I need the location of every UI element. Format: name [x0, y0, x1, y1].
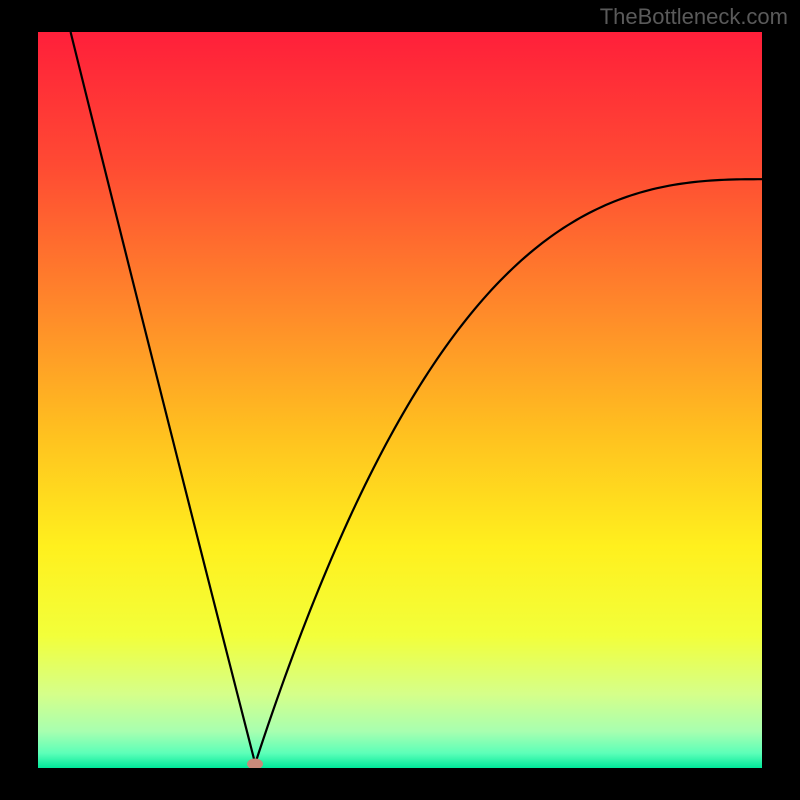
- plot-area: [38, 32, 762, 768]
- watermark-text: TheBottleneck.com: [600, 4, 788, 30]
- curve-svg: [38, 32, 762, 768]
- chart-container: TheBottleneck.com: [0, 0, 800, 800]
- minimum-marker: [247, 758, 263, 768]
- bottleneck-curve: [71, 32, 762, 764]
